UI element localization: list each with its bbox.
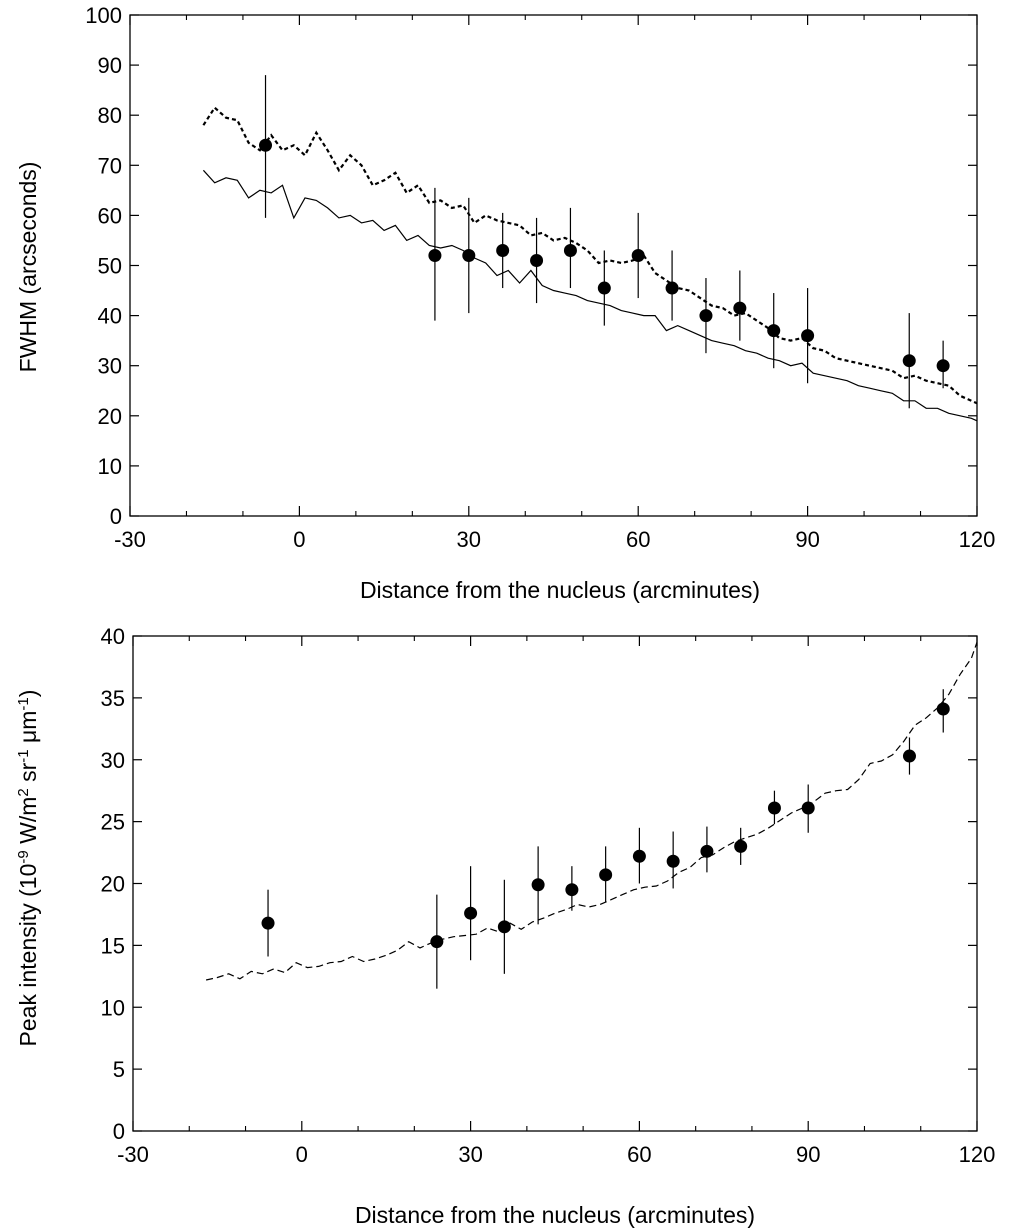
peak-y-axis-label: Peak intensity (10-9 W/m2 sr-1 μm-1) (15, 690, 42, 1047)
peak-data-point (700, 844, 714, 858)
fwhm-x-tick-label: 30 (457, 527, 481, 552)
peak-data-point (632, 849, 646, 863)
fwhm-x-tick-label: 90 (795, 527, 819, 552)
peak-y-tick-label: 20 (101, 872, 125, 897)
fwhm-y-tick-label: 40 (98, 304, 122, 329)
peak-y-axis-label-part: 2 (15, 788, 32, 796)
fwhm-data-point (902, 354, 916, 368)
fwhm-data-point (801, 329, 815, 343)
fwhm-x-tick-label: 120 (959, 527, 996, 552)
fwhm-data-point (428, 248, 442, 262)
fwhm-data-point (767, 324, 781, 338)
peak-y-axis-label-part: -1 (15, 697, 32, 710)
peak-y-axis-label-part: Peak intensity (10 (15, 864, 41, 1047)
peak-y-tick-label: 15 (101, 933, 125, 958)
peak-y-axis-label-part: W/m (15, 797, 41, 851)
fwhm-dotted-model-line (202, 106, 978, 405)
fwhm-y-tick-label: 90 (98, 53, 122, 78)
fwhm-y-tick-label: 0 (110, 504, 122, 529)
fwhm-y-tick-label: 20 (98, 404, 122, 429)
peak-y-axis-label-part: -1 (15, 749, 32, 762)
fwhm-plot-frame (129, 14, 978, 517)
peak-x-tick-label: 30 (458, 1142, 482, 1167)
peak-data-point (599, 868, 613, 882)
peak-x-tick-label: 120 (959, 1142, 996, 1167)
peak-data-point (801, 801, 815, 815)
fwhm-data-point (530, 253, 544, 267)
peak-data-point (767, 801, 781, 815)
peak-y-tick-label: 40 (101, 624, 125, 649)
fwhm-data-point (597, 281, 611, 295)
fwhm-data-point (936, 359, 950, 373)
fwhm-x-tick-label: -30 (114, 527, 146, 552)
peak-y-tick-label: 30 (101, 748, 125, 773)
fwhm-y-tick-label: 100 (85, 3, 122, 28)
peak-y-tick-label: 5 (113, 1057, 125, 1082)
peak-intensity-chart: Distance from the nucleus (arcminutes) P… (15, 624, 996, 1228)
peak-y-axis-label-part: μm (15, 711, 41, 750)
peak-y-tick-label: 35 (101, 686, 125, 711)
peak-data-point (531, 878, 545, 892)
fwhm-data-point (496, 243, 510, 257)
peak-y-tick-label: 10 (101, 995, 125, 1020)
peak-data-point (734, 839, 748, 853)
fwhm-data-point (733, 301, 747, 315)
fwhm-data-point (462, 248, 476, 262)
peak-x-tick-label: -30 (117, 1142, 149, 1167)
peak-data-point (497, 920, 511, 934)
fwhm-chart: Distance from the nucleus (arcminutes) F… (15, 3, 995, 603)
fwhm-y-tick-label: 50 (98, 254, 122, 279)
fwhm-x-tick-label: 60 (626, 527, 650, 552)
peak-data-point (261, 916, 275, 930)
fwhm-solid-model-line (202, 169, 978, 422)
fwhm-y-tick-label: 10 (98, 454, 122, 479)
fwhm-data-point (631, 248, 645, 262)
fwhm-y-tick-label: 30 (98, 354, 122, 379)
fwhm-data-point (665, 281, 679, 295)
fwhm-y-tick-label: 70 (98, 153, 122, 178)
fwhm-x-tick-label: 0 (293, 527, 305, 552)
peak-y-axis-label-part: ) (15, 690, 41, 698)
peak-y-axis-label-part: -9 (15, 850, 32, 863)
peak-x-tick-label: 0 (296, 1142, 308, 1167)
peak-plot-frame (132, 635, 978, 1132)
peak-dashed-model-line (205, 642, 978, 981)
peak-data-point (430, 935, 444, 949)
fwhm-y-tick-label: 60 (98, 203, 122, 228)
peak-x-tick-label: 90 (796, 1142, 820, 1167)
peak-y-axis-label-part: sr (15, 762, 41, 788)
peak-data-point (902, 749, 916, 763)
fwhm-data-point (259, 138, 273, 152)
peak-data-point (666, 854, 680, 868)
peak-x-axis-label: Distance from the nucleus (arcminutes) (355, 1202, 755, 1228)
peak-x-tick-label: 60 (627, 1142, 651, 1167)
peak-y-tick-label: 25 (101, 810, 125, 835)
fwhm-data-point (699, 309, 713, 323)
fwhm-y-tick-label: 80 (98, 103, 122, 128)
fwhm-data-point (563, 243, 577, 257)
peak-data-point (565, 883, 579, 897)
fwhm-y-axis-label: FWHM (arcseconds) (15, 162, 41, 373)
peak-data-point (464, 906, 478, 920)
peak-y-tick-label: 0 (113, 1119, 125, 1144)
peak-data-point (936, 702, 950, 716)
fwhm-x-axis-label: Distance from the nucleus (arcminutes) (360, 577, 760, 603)
